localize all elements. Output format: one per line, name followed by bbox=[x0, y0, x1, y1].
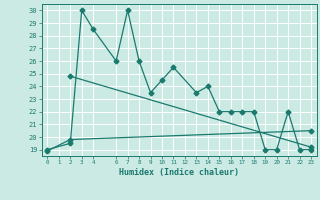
X-axis label: Humidex (Indice chaleur): Humidex (Indice chaleur) bbox=[119, 168, 239, 177]
